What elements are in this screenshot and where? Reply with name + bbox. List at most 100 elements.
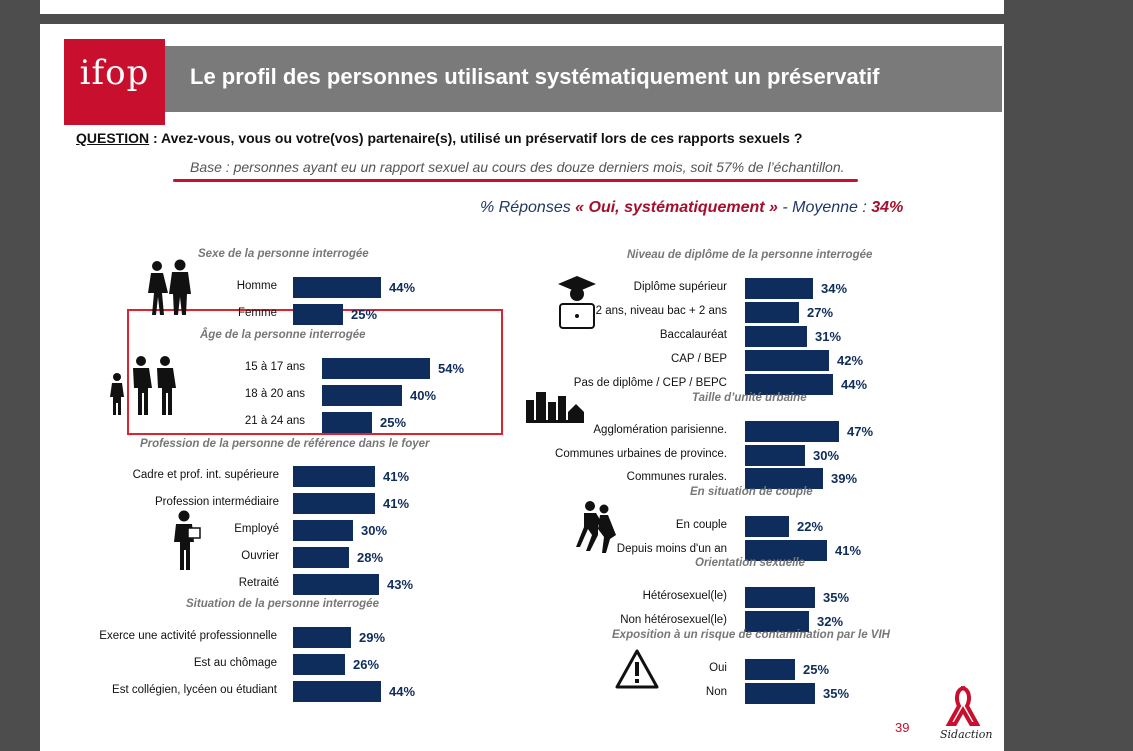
city-icon: [526, 392, 584, 423]
category-label: Pas de diplôme / CEP / BEPC: [573, 377, 727, 389]
logo-text: ifop: [79, 53, 150, 93]
category-label: 21 à 24 ans: [244, 415, 305, 427]
bar: [322, 385, 402, 406]
chart-group-title: Niveau de diplôme de la personne interro…: [627, 249, 873, 261]
value-label: 47%: [847, 424, 874, 439]
category-label: Femme: [238, 307, 277, 319]
category-label: Communes urbaines de province.: [555, 448, 727, 460]
slide-title: Le profil des personnes utilisant systém…: [190, 64, 880, 89]
chart-group-title: Âge de la personne interrogée: [200, 329, 366, 341]
category-label: Employé: [234, 523, 279, 535]
value-label: 30%: [361, 523, 388, 538]
value-label: 35%: [823, 686, 850, 701]
question-text: : Avez-vous, vous ou votre(vos) partenai…: [149, 130, 803, 146]
summary-middle: - Moyenne :: [777, 199, 872, 216]
bar: [745, 611, 809, 632]
bar: [293, 681, 381, 702]
bar: [745, 683, 815, 704]
category-label: Non: [705, 686, 727, 698]
summary-prefix: % Réponses: [480, 199, 576, 216]
question: QUESTION : Avez-vous, vous ou votre(vos)…: [76, 130, 802, 146]
value-label: 43%: [387, 577, 414, 592]
warning-icon: [615, 649, 659, 689]
value-label: 34%: [821, 281, 848, 296]
value-label: 28%: [357, 550, 384, 565]
slide-page: ifop Le profil des personnes utilisant s…: [40, 24, 1004, 751]
value-label: 35%: [823, 590, 850, 605]
sidaction-text: Sidaction: [940, 728, 993, 741]
category-label: Profession intermédiaire: [154, 496, 279, 508]
page-number: 39: [895, 720, 910, 735]
value-label: 41%: [835, 543, 862, 558]
category-label: En couple: [675, 519, 727, 531]
bar: [745, 350, 829, 371]
value-label: 25%: [803, 662, 830, 677]
bar: [293, 520, 353, 541]
summary-highlight: « Oui, systématiquement »: [575, 199, 778, 216]
value-label: 41%: [383, 496, 410, 511]
ifop-logo: ifop: [64, 39, 165, 125]
bar: [322, 358, 430, 379]
category-label: Baccalauréat: [659, 329, 727, 341]
red-ribbon-icon: [945, 686, 981, 726]
value-label: 27%: [807, 305, 834, 320]
value-label: 32%: [817, 614, 844, 629]
category-label: Oui: [709, 662, 727, 674]
bar: [293, 304, 343, 325]
value-label: 44%: [841, 377, 868, 392]
bar: [745, 659, 795, 680]
bar: [293, 277, 381, 298]
header-band: [64, 46, 1002, 112]
bar: [293, 627, 351, 648]
value-label: 44%: [389, 684, 416, 699]
bar: [745, 587, 815, 608]
bar: [745, 540, 827, 561]
category-label: CAP / BEP: [670, 353, 727, 365]
value-label: 26%: [353, 657, 380, 672]
bar: [745, 374, 833, 395]
category-label: Cadre et prof. int. supérieure: [132, 469, 279, 481]
value-label: 39%: [831, 471, 858, 486]
category-label: Est au chômage: [193, 657, 277, 669]
bar: [745, 326, 807, 347]
category-label: Non hétérosexuel(le): [620, 614, 727, 626]
graduate-icon: [558, 276, 596, 329]
bar: [745, 302, 799, 323]
question-label: QUESTION: [76, 130, 150, 146]
value-label: 31%: [815, 329, 842, 344]
worker-icon: [174, 510, 201, 570]
category-label: Depuis moins d'un an: [616, 543, 727, 555]
bar: [293, 574, 379, 595]
chart-group-title: Situation de la personne interrogée: [186, 598, 379, 610]
chart-group-title: Profession de la personne de référence d…: [140, 438, 430, 450]
value-label: 54%: [438, 361, 465, 376]
chart-group-title: Taille d’unité urbaine: [692, 392, 807, 404]
bar: [293, 654, 345, 675]
bar: [745, 421, 839, 442]
bar: [322, 412, 372, 433]
value-label: 22%: [797, 519, 824, 534]
category-label: Homme: [236, 280, 277, 292]
bar: [293, 466, 375, 487]
chart-group-title: Sexe de la personne interrogée: [198, 248, 369, 260]
couple-icon: [148, 259, 191, 315]
category-label: 18 à 20 ans: [244, 388, 305, 400]
bar: [745, 516, 789, 537]
value-label: 40%: [410, 388, 437, 403]
category-label: 15 à 17 ans: [244, 361, 305, 373]
category-label: Ouvrier: [241, 550, 279, 562]
red-underline: [173, 179, 858, 182]
sidaction-logo: Sidaction: [940, 684, 992, 741]
base-note: Base : personnes ayant eu un rapport sex…: [190, 159, 845, 175]
summary-average: 34%: [871, 199, 904, 216]
chart-group-title: Exposition à un risque de contamination …: [612, 629, 890, 641]
category-label: 2 ans, niveau bac + 2 ans: [595, 305, 727, 317]
family-icon: [110, 356, 176, 415]
bar: [745, 468, 823, 489]
value-label: 25%: [351, 307, 378, 322]
previous-page-edge: [40, 0, 1004, 14]
value-label: 42%: [837, 353, 864, 368]
category-label: Diplôme supérieur: [633, 281, 727, 293]
bar: [293, 547, 349, 568]
summary-line: % Réponses « Oui, systématiquement » - M…: [480, 199, 903, 217]
